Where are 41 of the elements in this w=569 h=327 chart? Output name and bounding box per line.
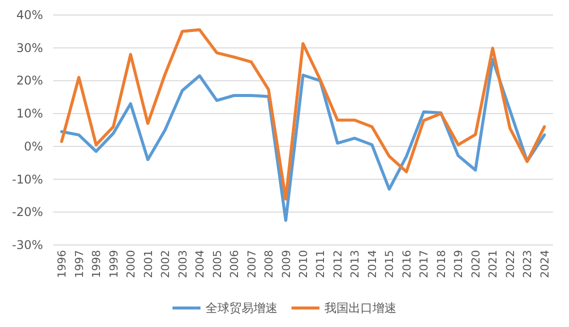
line-series: [60, 28, 546, 200]
x-tick-label: 1996: [56, 250, 69, 278]
legend-label: 我国出口增速: [324, 301, 396, 315]
x-tick-label: 2018: [434, 250, 448, 278]
y-tick-label: -30%: [12, 238, 43, 252]
x-tick-label: 2013: [348, 250, 362, 278]
x-tick-label: 2015: [383, 250, 396, 278]
legend-label: 全球贸易增速: [206, 301, 278, 315]
y-tick-label: 0%: [24, 139, 43, 154]
x-tick-label: 2007: [245, 250, 258, 278]
x-tick-label: 1998: [90, 250, 104, 278]
x-tick-label: 2009: [280, 250, 293, 278]
y-tick-label: 40%: [16, 8, 43, 22]
x-tick-label: 2023: [521, 250, 534, 278]
x-tick-label: 2004: [194, 250, 207, 278]
x-tick-label: 2017: [418, 250, 431, 278]
x-tick-label: 2006: [228, 250, 242, 278]
x-tick-label: 2016: [400, 250, 414, 278]
x-tick-label: 1997: [72, 250, 86, 278]
y-tick-label: 20%: [16, 74, 43, 88]
y-tick-label: 10%: [16, 106, 43, 121]
x-tick-label: 2000: [124, 250, 138, 278]
x-tick-label: 2010: [297, 250, 310, 278]
x-tick-label: 2020: [469, 250, 482, 278]
x-tick-label: 1999: [107, 250, 120, 278]
x-tick-label: 2012: [331, 250, 344, 278]
x-tick-label: 2019: [452, 250, 466, 278]
line-series: [60, 58, 546, 222]
y-tick-label: -20%: [12, 205, 43, 220]
y-tick-label: -10%: [12, 172, 43, 186]
x-tick-label: 2021: [486, 250, 500, 278]
x-tick-label: 2011: [314, 250, 328, 278]
y-tick-label: 30%: [16, 40, 43, 55]
x-tick-label: 2005: [210, 250, 224, 278]
x-tick-label: 2003: [176, 250, 190, 278]
x-tick-label: 2024: [538, 250, 552, 278]
x-tick-label: 2008: [262, 250, 276, 278]
x-tick-label: 2001: [142, 250, 155, 278]
x-tick-label: 2002: [159, 250, 172, 278]
x-tick-label: 2014: [366, 250, 379, 278]
x-tick-label: 2022: [504, 250, 517, 278]
